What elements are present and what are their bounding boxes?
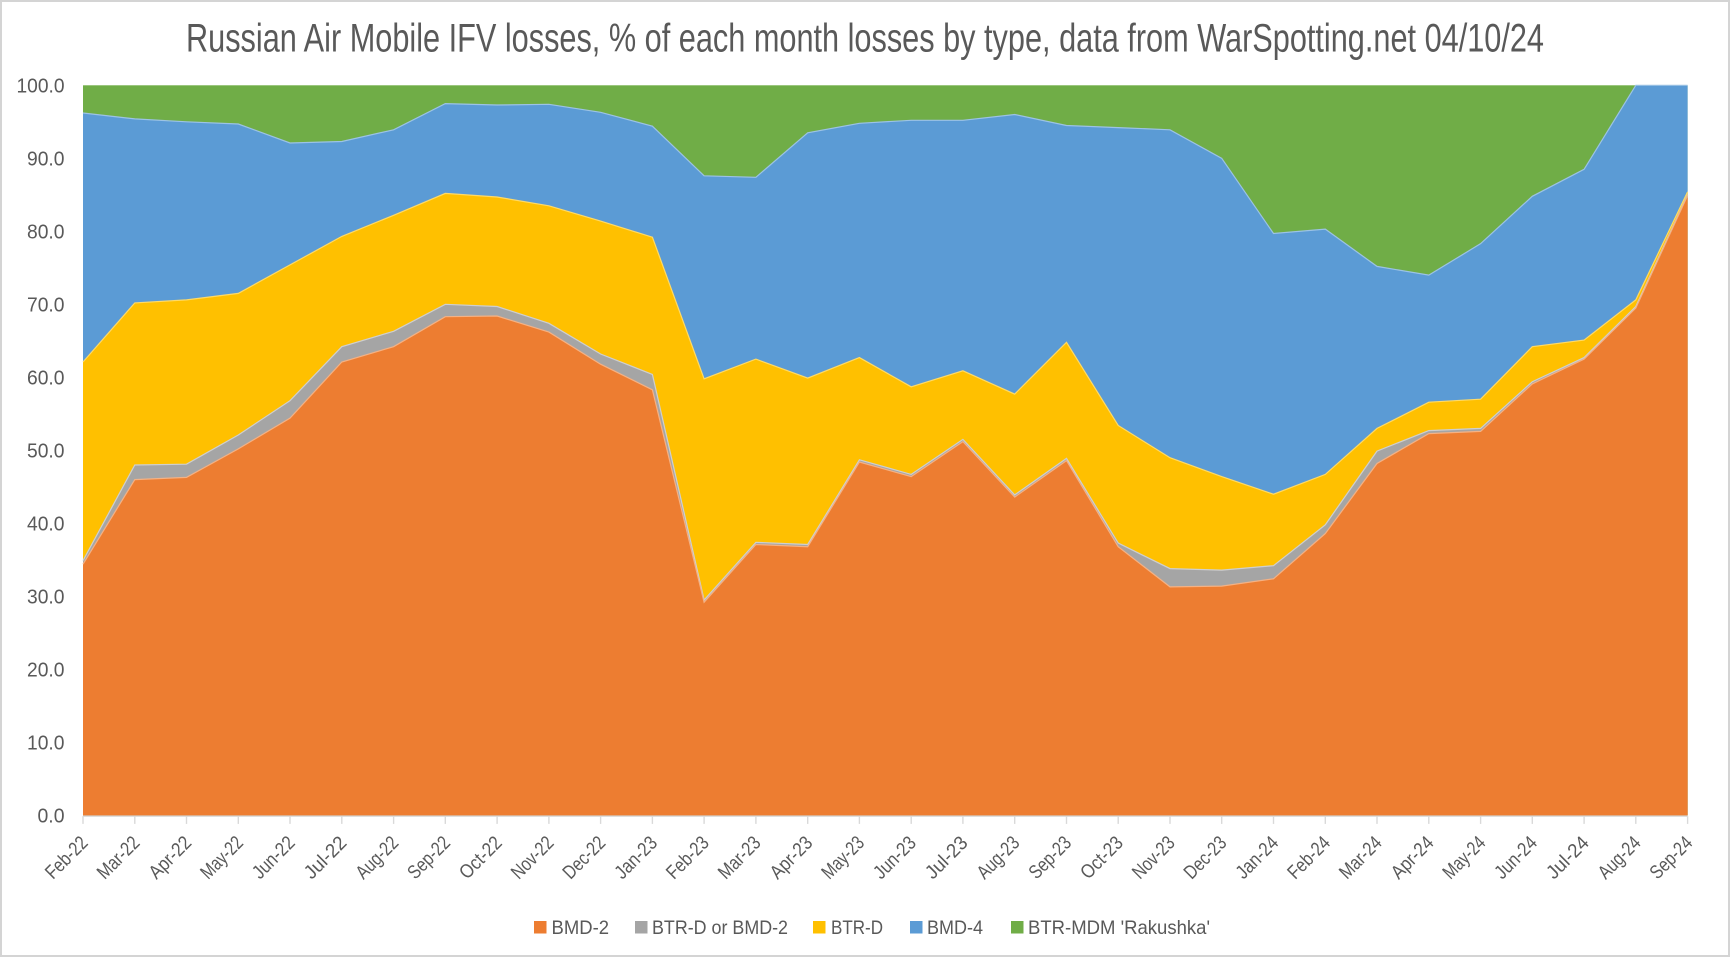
svg-text:0.0: 0.0 <box>38 804 65 827</box>
svg-text:50.0: 50.0 <box>27 439 65 462</box>
svg-text:BTR-MDM 'Rakushka': BTR-MDM 'Rakushka' <box>1028 917 1210 939</box>
svg-text:70.0: 70.0 <box>27 293 65 316</box>
svg-text:30.0: 30.0 <box>27 585 65 608</box>
svg-text:10.0: 10.0 <box>27 731 65 754</box>
svg-text:Russian Air Mobile IFV losses,: Russian Air Mobile IFV losses, % of each… <box>186 17 1544 61</box>
svg-text:BMD-4: BMD-4 <box>927 917 983 939</box>
svg-text:20.0: 20.0 <box>27 658 65 681</box>
svg-text:80.0: 80.0 <box>27 220 65 243</box>
svg-text:60.0: 60.0 <box>27 366 65 389</box>
svg-text:BMD-2: BMD-2 <box>552 917 610 939</box>
svg-text:40.0: 40.0 <box>27 512 65 535</box>
svg-text:BTR-D: BTR-D <box>831 917 883 939</box>
svg-text:100.0: 100.0 <box>17 74 65 97</box>
svg-text:90.0: 90.0 <box>27 147 65 170</box>
svg-text:BTR-D or BMD-2: BTR-D or BMD-2 <box>652 917 788 939</box>
